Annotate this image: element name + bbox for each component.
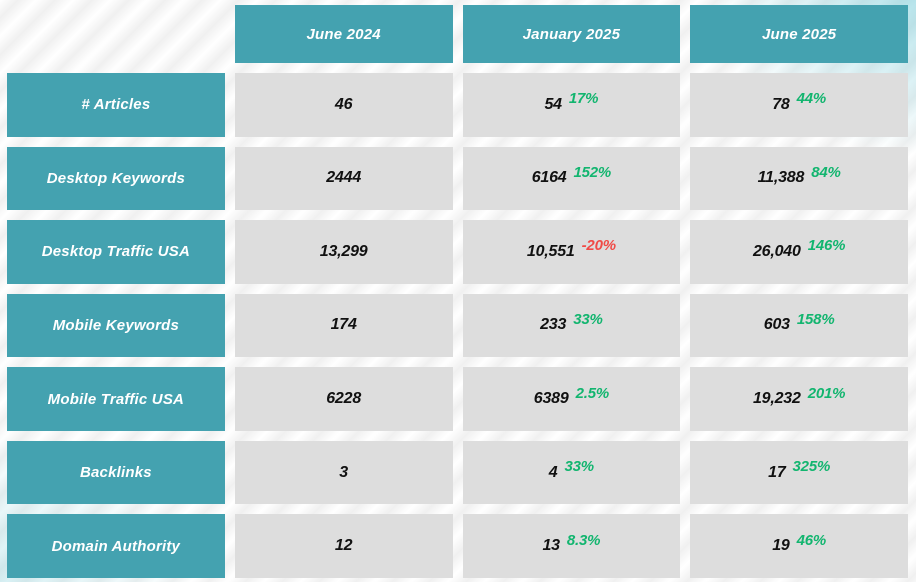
metric-value: 13,299 xyxy=(319,242,368,260)
metric-value: 11,388 xyxy=(757,169,805,187)
metric-value: 12 xyxy=(334,537,353,555)
column-header-june-2025: June 2025 xyxy=(690,5,908,63)
metric-value: 3 xyxy=(339,463,348,481)
percent-change-up: 84% xyxy=(811,163,841,181)
row-label-mobile-keywords: Mobile Keywords xyxy=(7,293,225,358)
percent-change-up: 46% xyxy=(796,531,827,549)
percent-change-up: 152% xyxy=(573,163,612,181)
value-cell: 2444 xyxy=(234,146,453,211)
column-header-june-2024: June 2024 xyxy=(234,5,453,63)
value-cell: 11,388 84% xyxy=(690,146,908,211)
value-cell: 6389 2.5% xyxy=(462,367,681,431)
value-cell: 233 33% xyxy=(462,293,681,358)
row-label-articles: # Articles xyxy=(7,73,225,137)
value-cell: 19,232 201% xyxy=(690,367,908,431)
metric-value: 233 xyxy=(540,316,567,334)
value-cell: 78 44% xyxy=(690,73,908,137)
percent-change-up: 33% xyxy=(564,458,595,476)
metric-value: 10,551 xyxy=(526,242,575,260)
row-label-desktop-traffic-usa: Desktop Traffic USA xyxy=(7,220,225,284)
metric-value: 6228 xyxy=(326,390,362,408)
percent-change-up: 158% xyxy=(796,310,835,328)
value-cell: 54 17% xyxy=(462,73,681,137)
column-header-january-2025: January 2025 xyxy=(462,5,681,63)
value-cell: 26,040 146% xyxy=(690,220,908,284)
metric-value: 46 xyxy=(334,95,353,113)
percent-change-up: 146% xyxy=(807,237,846,255)
value-cell: 3 xyxy=(234,440,453,505)
metric-value: 19,232 xyxy=(752,390,801,408)
metric-value: 19 xyxy=(772,537,790,555)
percent-change-up: 325% xyxy=(792,458,831,476)
percent-change-up: 44% xyxy=(796,90,827,108)
value-cell: 4 33% xyxy=(462,440,681,505)
row-label-backlinks: Backlinks xyxy=(7,440,225,505)
metric-value: 26,040 xyxy=(752,242,801,260)
metric-value: 17 xyxy=(768,463,786,481)
value-cell: 13 8.3% xyxy=(462,514,681,578)
metric-value: 6389 xyxy=(533,390,569,408)
row-label-domain-authority: Domain Authority xyxy=(7,514,225,578)
metric-value: 4 xyxy=(548,463,558,481)
percent-change-up: 17% xyxy=(568,90,599,108)
value-cell: 13,299 xyxy=(234,220,453,284)
value-cell: 19 46% xyxy=(690,514,908,578)
row-label-mobile-traffic-usa: Mobile Traffic USA xyxy=(7,367,225,431)
value-cell: 174 xyxy=(234,293,453,358)
percent-change-up: 33% xyxy=(573,310,603,328)
row-label-desktop-keywords: Desktop Keywords xyxy=(7,146,225,211)
percent-change-up: 8.3% xyxy=(566,531,601,549)
percent-change-down: -20% xyxy=(581,237,616,255)
metric-value: 13 xyxy=(542,537,560,555)
value-cell: 6228 xyxy=(234,367,453,431)
value-cell: 17 325% xyxy=(690,440,908,505)
metric-value: 2444 xyxy=(326,169,362,187)
value-cell: 10,551 -20% xyxy=(462,220,681,284)
value-cell: 6164 152% xyxy=(462,146,681,211)
metric-value: 54 xyxy=(544,95,562,113)
metric-value: 78 xyxy=(772,95,790,113)
value-cell: 12 xyxy=(234,514,453,578)
percent-change-up: 201% xyxy=(807,384,846,402)
metric-value: 174 xyxy=(330,316,357,334)
value-cell: 46 xyxy=(234,73,453,137)
metric-value: 603 xyxy=(763,316,790,334)
metric-value: 6164 xyxy=(531,169,567,187)
value-cell: 603 158% xyxy=(690,293,908,358)
percent-change-up: 2.5% xyxy=(575,384,610,402)
table-corner-spacer xyxy=(7,5,225,63)
